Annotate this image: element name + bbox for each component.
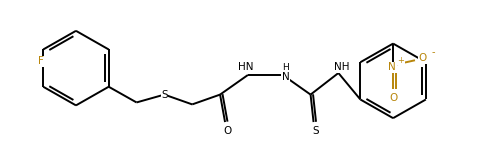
Text: O: O — [419, 53, 427, 63]
Text: HN: HN — [238, 62, 253, 72]
Text: S: S — [312, 126, 319, 136]
Text: NH: NH — [334, 62, 349, 72]
Text: O: O — [223, 126, 231, 136]
Text: +: + — [398, 56, 405, 65]
Text: O: O — [389, 93, 397, 103]
Text: N: N — [282, 72, 289, 82]
Text: F: F — [38, 56, 44, 66]
Text: -: - — [431, 47, 435, 57]
Text: N: N — [388, 62, 396, 72]
Text: S: S — [161, 90, 168, 100]
Text: H: H — [282, 63, 289, 72]
